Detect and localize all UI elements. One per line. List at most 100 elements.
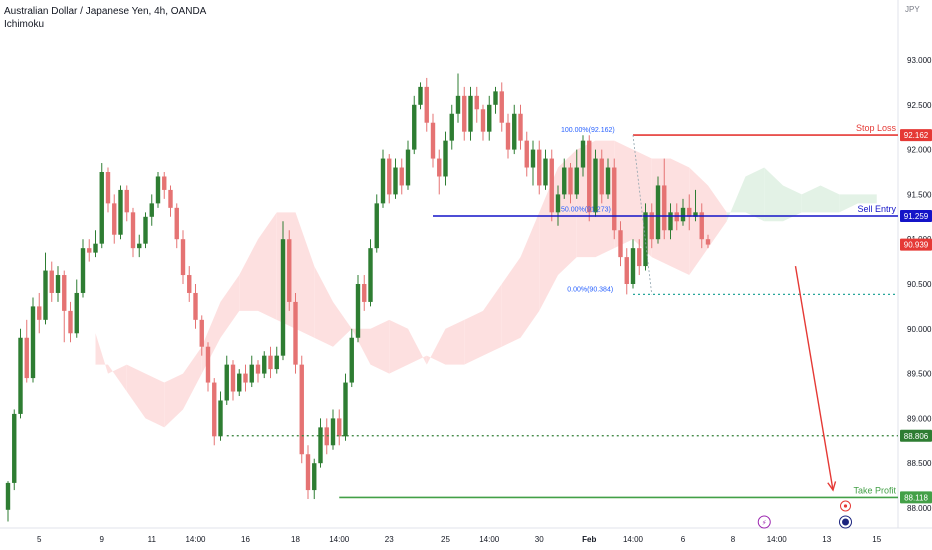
candle-body: [687, 207, 692, 217]
candle-body: [137, 243, 142, 249]
candle-body: [230, 364, 236, 392]
y-tick-label: 90.000: [907, 325, 932, 334]
candle-body: [24, 337, 29, 379]
y-tick-label: 88.000: [907, 504, 932, 513]
fib-label: 100.00%(92.162): [561, 127, 615, 134]
candle-body: [555, 194, 561, 213]
candle-body: [193, 292, 198, 320]
candle-body: [168, 189, 173, 208]
price-label-box: [900, 491, 932, 504]
candle-body: [112, 203, 117, 235]
candle-body: [255, 364, 261, 374]
x-tick-label: 11: [148, 535, 157, 544]
lightning-icon-glyph: ⚡: [762, 519, 767, 527]
candle-body: [249, 364, 254, 383]
cloud-segment: [426, 328, 446, 365]
candle-body: [537, 149, 542, 186]
y-tick-label: 89.500: [907, 370, 932, 379]
cloud-segment: [483, 284, 502, 356]
flag-au-icon-fill: [842, 518, 849, 526]
candle-body: [474, 95, 479, 110]
trade-arrow-head: [827, 481, 837, 492]
cloud-segment: [651, 158, 671, 267]
cloud-segment: [408, 328, 427, 365]
candle-body: [368, 248, 373, 302]
cloud-segment: [726, 176, 746, 222]
candle-body: [387, 158, 392, 195]
level-name: Stop Loss: [856, 123, 897, 133]
candle-body: [124, 189, 129, 213]
cloud-segment: [820, 185, 840, 213]
candle-body: [549, 158, 554, 213]
fib-label: 50.00%(91.273): [561, 207, 611, 214]
candle-body: [130, 212, 136, 249]
cloud-segment: [276, 212, 296, 329]
candle-body: [293, 301, 298, 365]
candle-body: [499, 91, 504, 123]
candle-body: [68, 310, 73, 334]
candle-body: [437, 158, 442, 177]
candle-body: [524, 140, 529, 168]
candle-body: [512, 113, 517, 150]
candle-body: [180, 239, 186, 276]
candle-body: [662, 185, 667, 231]
cloud-segment: [801, 185, 821, 213]
level-name: Sell Entry: [857, 204, 896, 214]
candle-body: [49, 270, 54, 293]
candle-body: [55, 275, 61, 293]
current-price-box: [900, 238, 932, 251]
cloud-segment: [108, 364, 127, 392]
candle-body: [43, 270, 48, 320]
cloud-segment: [314, 266, 333, 347]
candle-body: [424, 86, 429, 123]
cloud-segment: [126, 364, 146, 419]
candle-body: [562, 167, 567, 195]
candle-body: [505, 122, 511, 150]
candle-body: [399, 167, 404, 186]
cloud-segment: [858, 194, 877, 204]
candle-body: [118, 189, 123, 235]
cloud-segment: [745, 167, 765, 222]
cloud-segment: [501, 257, 521, 347]
candle-body: [105, 172, 111, 204]
x-tick-label: 16: [241, 535, 250, 544]
candle-body: [99, 172, 104, 244]
cloud-segment: [351, 328, 371, 365]
candle-body: [468, 95, 473, 132]
candle-body: [693, 212, 698, 217]
candle-body: [649, 212, 654, 240]
candle-body: [355, 284, 361, 338]
x-tick-label: 6: [681, 535, 686, 544]
candle-body: [574, 167, 579, 195]
candle-body: [430, 122, 436, 159]
cloud-segment: [220, 275, 240, 338]
candle-body: [587, 140, 592, 213]
price-label: 92.162: [904, 131, 929, 140]
candle-body: [162, 176, 167, 190]
candle-body: [612, 167, 617, 231]
candle-body: [212, 382, 217, 437]
currency-label: JPY: [905, 5, 920, 14]
candle-body: [668, 212, 673, 231]
cloud-segment: [201, 301, 221, 374]
chart-title: Australian Dollar / Japanese Yen, 4h, OA…: [4, 6, 207, 17]
cloud-segment: [464, 310, 483, 365]
cloud-segment: [539, 167, 558, 311]
cloud-segment: [183, 346, 202, 410]
candle-body: [174, 207, 179, 240]
candle-body: [318, 427, 323, 464]
price-label: 91.259: [904, 212, 929, 221]
cloud-segment: [389, 319, 408, 374]
cloud-segment: [95, 333, 108, 374]
cloud-segment: [333, 301, 352, 347]
price-label: 88.806: [904, 432, 929, 441]
x-tick-label: 9: [100, 535, 105, 544]
x-tick-label: 23: [385, 535, 394, 544]
candle-body: [455, 95, 461, 114]
candle-body: [443, 140, 448, 177]
x-tick-label: 8: [731, 535, 736, 544]
candle-body: [624, 257, 629, 284]
candle-body: [205, 346, 211, 383]
cloud-segment: [614, 140, 633, 249]
